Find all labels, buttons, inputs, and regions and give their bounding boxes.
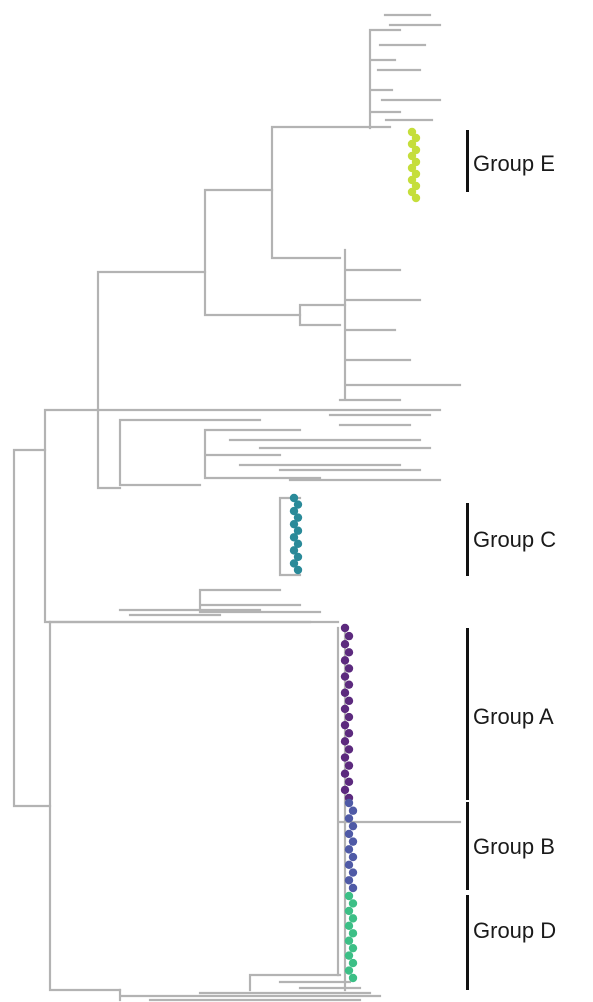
tip-group-e: [407, 187, 417, 197]
tip-group-c: [289, 506, 299, 516]
tip-group-e: [407, 151, 417, 161]
tip-group-e: [411, 133, 421, 143]
tip-group-a: [340, 753, 350, 762]
tree-branches: [12, 13, 462, 1002]
tip-group-a: [344, 696, 354, 706]
group-c-label: Group C: [473, 527, 557, 552]
group-b-label: Group B: [473, 834, 555, 859]
tip-group-d: [348, 958, 358, 968]
tip-group-a: [344, 631, 354, 641]
group-e-label: Group E: [473, 151, 555, 176]
group-a-bar: [466, 628, 469, 800]
tip-group-e: [407, 163, 417, 173]
tip-group-b: [348, 821, 358, 831]
group-d-label: Group D: [473, 918, 557, 943]
tip-group-e: [407, 127, 417, 137]
tip-group-a: [340, 639, 350, 649]
tip-group-a: [344, 745, 354, 754]
tip-group-d: [348, 943, 358, 953]
tip-group-e: [411, 157, 421, 167]
tip-group-d: [348, 899, 358, 908]
group-b-bar: [466, 802, 469, 890]
tip-group-b: [348, 852, 358, 862]
tip-group-c: [293, 539, 303, 549]
tip-group-d: [348, 929, 358, 938]
tip-group-a: [344, 664, 354, 673]
tip-group-b: [344, 860, 354, 870]
tip-group-a: [340, 769, 350, 778]
tip-group-c: [289, 559, 299, 568]
tip-group-b: [344, 814, 354, 823]
tip-group-a: [340, 623, 350, 633]
tip-group-a: [340, 785, 350, 795]
tip-group-c: [293, 513, 303, 522]
tip-group-c: [293, 500, 303, 509]
tip-group-a: [344, 648, 354, 657]
tip-group-a: [340, 688, 350, 697]
tip-group-b: [348, 868, 358, 877]
tip-group-a: [344, 712, 354, 722]
tip-group-c: [289, 519, 299, 529]
group-d-bar: [466, 895, 469, 990]
tip-group-c: [293, 526, 303, 535]
tip-group-a: [344, 680, 354, 689]
tip-group-b: [344, 876, 354, 885]
tip-group-b: [348, 837, 358, 846]
tip-group-c: [293, 552, 303, 562]
tip-group-b: [348, 883, 358, 893]
tip-group-c: [293, 565, 303, 575]
tip-group-d: [344, 906, 354, 916]
tip-group-a: [340, 737, 350, 746]
tip-group-d: [344, 936, 354, 945]
tip-group-e: [411, 145, 421, 155]
tip-group-d: [348, 914, 358, 923]
tip-group-a: [344, 729, 354, 738]
tip-group-e: [411, 181, 421, 191]
tip-group-c: [289, 493, 299, 503]
tip-group-d: [348, 973, 358, 983]
tip-group-c: [289, 546, 299, 555]
tip-group-a: [344, 761, 354, 770]
tip-group-e: [407, 139, 417, 149]
tip-group-b: [344, 798, 354, 808]
tip-group-d: [344, 891, 354, 901]
tip-group-a: [340, 672, 350, 681]
tip-group-b: [348, 806, 358, 815]
group-e-bar: [466, 130, 469, 192]
group-a-label: Group A: [473, 704, 554, 729]
tip-markers: [289, 127, 421, 983]
tip-group-e: [411, 193, 421, 203]
tip-group-c: [289, 533, 299, 542]
tip-group-d: [344, 966, 354, 975]
tip-group-a: [340, 704, 350, 714]
tip-group-b: [344, 829, 354, 839]
tip-group-a: [340, 656, 350, 665]
tip-group-a: [340, 720, 350, 730]
tip-group-e: [411, 169, 421, 179]
tip-group-a: [344, 777, 354, 787]
tip-group-b: [344, 845, 354, 854]
group-c-bar: [466, 503, 469, 576]
tip-group-e: [407, 175, 417, 185]
tip-group-d: [344, 921, 354, 931]
tip-group-d: [344, 951, 354, 960]
